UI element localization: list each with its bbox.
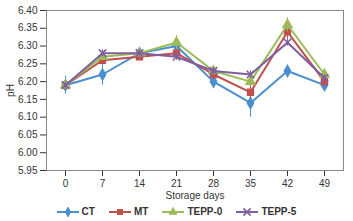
- svg-text:6.35: 6.35: [18, 22, 38, 33]
- svg-text:Storage days: Storage days: [166, 190, 225, 201]
- svg-text:6.25: 6.25: [18, 58, 38, 69]
- svg-text:5.95: 5.95: [18, 165, 38, 176]
- svg-text:49: 49: [319, 178, 331, 189]
- svg-text:35: 35: [245, 178, 257, 189]
- svg-text:0: 0: [63, 178, 69, 189]
- svg-text:6.10: 6.10: [18, 111, 38, 122]
- html-text:TEPP-0: TEPP-0: [187, 206, 223, 217]
- svg-text:14: 14: [134, 178, 146, 189]
- svg-text:6.30: 6.30: [18, 40, 38, 51]
- html-text:MT: MT: [133, 206, 149, 217]
- svg-text:6.05: 6.05: [18, 129, 38, 140]
- svg-text:28: 28: [208, 178, 220, 189]
- svg-text:6.00: 6.00: [18, 147, 38, 158]
- html-text:CT: CT: [81, 206, 95, 217]
- svg-text:42: 42: [282, 178, 294, 189]
- html-text:TEPP-5: TEPP-5: [261, 206, 297, 217]
- svg-text:6.15: 6.15: [18, 94, 38, 105]
- svg-text:6.40: 6.40: [18, 5, 38, 16]
- svg-text:7: 7: [100, 178, 106, 189]
- svg-text:6.20: 6.20: [18, 76, 38, 87]
- svg-text:21: 21: [171, 178, 183, 189]
- svg-text:pH: pH: [5, 84, 16, 97]
